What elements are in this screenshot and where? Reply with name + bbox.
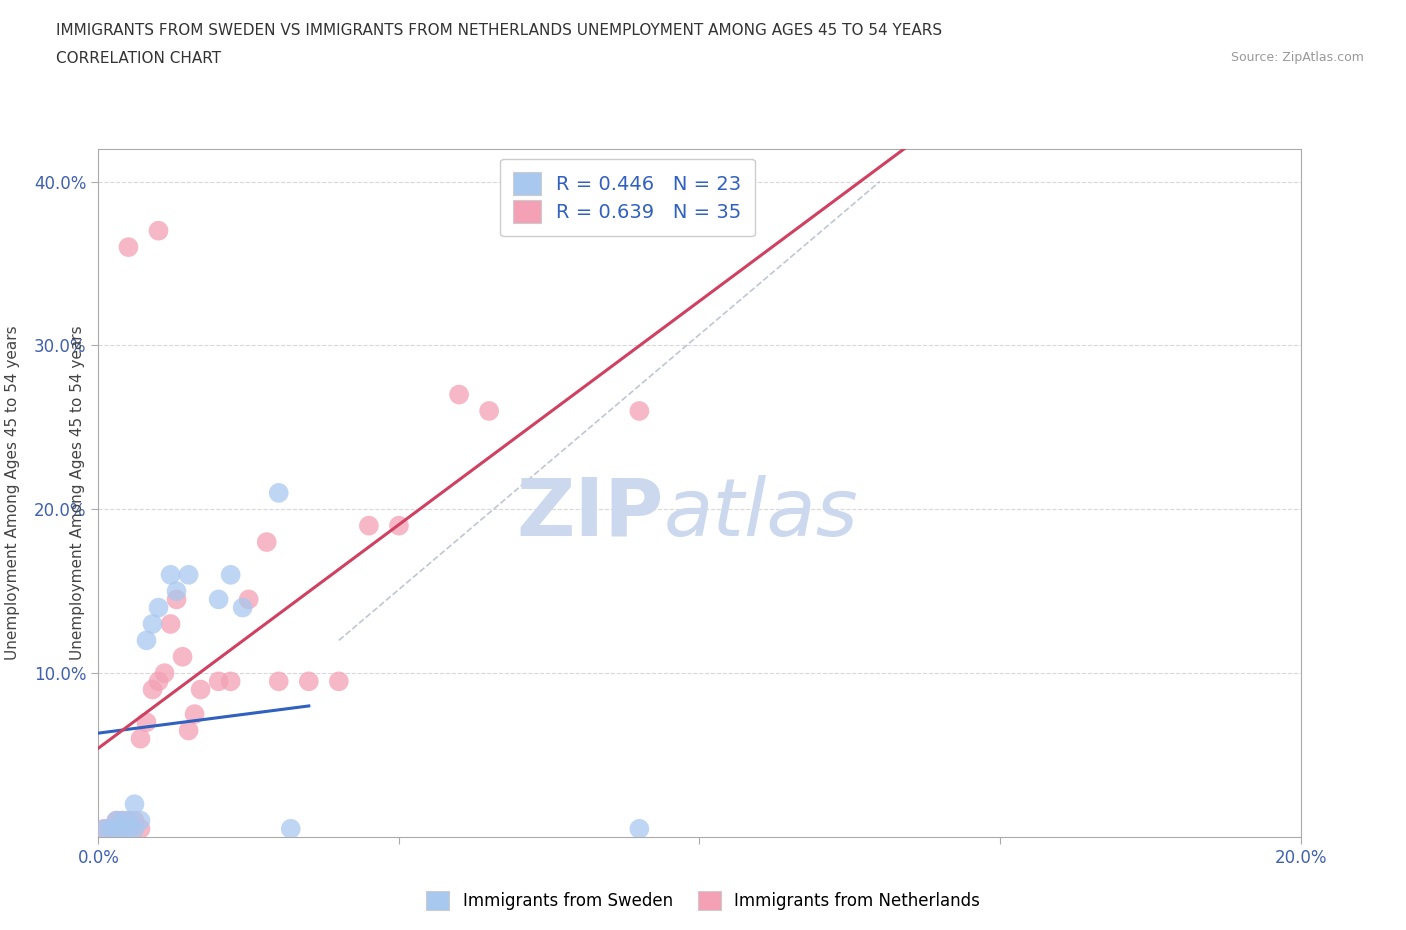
Point [172, 649, 194, 664]
Text: IMMIGRANTS FROM SWEDEN VS IMMIGRANTS FROM NETHERLANDS UNEMPLOYMENT AMONG AGES 45: IMMIGRANTS FROM SWEDEN VS IMMIGRANTS FRO… [56, 23, 942, 38]
Point [628, 404, 651, 418]
Point [111, 813, 134, 828]
Point [478, 404, 501, 418]
Point [177, 567, 200, 582]
Point [124, 821, 146, 836]
Point [148, 600, 170, 615]
Y-axis label: Unemployment Among Ages 45 to 54 years: Unemployment Among Ages 45 to 54 years [69, 326, 84, 660]
Point [177, 723, 200, 737]
Point [148, 223, 170, 238]
Point [117, 813, 139, 828]
Point [100, 821, 122, 836]
Text: Source: ZipAtlas.com: Source: ZipAtlas.com [1230, 51, 1364, 64]
Point [105, 813, 128, 828]
Point [105, 821, 128, 836]
Point [298, 674, 321, 689]
Point [267, 485, 290, 500]
Y-axis label: Unemployment Among Ages 45 to 54 years: Unemployment Among Ages 45 to 54 years [6, 326, 20, 660]
Point [124, 813, 146, 828]
Point [232, 600, 254, 615]
Point [105, 813, 128, 828]
Point [135, 715, 157, 730]
Point [129, 821, 152, 836]
Point [208, 592, 231, 607]
Point [357, 518, 380, 533]
Point [267, 674, 290, 689]
Point [166, 592, 188, 607]
Point [208, 674, 231, 689]
Legend: R = 0.446   N = 23, R = 0.639   N = 35: R = 0.446 N = 23, R = 0.639 N = 35 [499, 158, 755, 236]
Point [105, 821, 128, 836]
Point [111, 813, 134, 828]
Point [93, 821, 115, 836]
Point [117, 821, 139, 836]
Point [111, 821, 134, 836]
Point [100, 821, 122, 836]
Text: CORRELATION CHART: CORRELATION CHART [56, 51, 221, 66]
Text: ZIP: ZIP [516, 474, 664, 552]
Text: atlas: atlas [664, 474, 858, 552]
Legend: Immigrants from Sweden, Immigrants from Netherlands: Immigrants from Sweden, Immigrants from … [419, 884, 987, 917]
Point [447, 387, 470, 402]
Point [117, 813, 139, 828]
Point [388, 518, 411, 533]
Point [124, 797, 146, 812]
Point [129, 731, 152, 746]
Point [117, 821, 139, 836]
Point [256, 535, 278, 550]
Point [280, 821, 302, 836]
Point [628, 821, 651, 836]
Point [93, 821, 115, 836]
Point [141, 617, 163, 631]
Point [159, 567, 181, 582]
Point [111, 821, 134, 836]
Point [153, 666, 176, 681]
Point [141, 682, 163, 697]
Point [129, 813, 152, 828]
Point [117, 240, 139, 255]
Point [148, 674, 170, 689]
Point [219, 567, 242, 582]
Point [238, 592, 260, 607]
Point [166, 584, 188, 599]
Point [328, 674, 350, 689]
Point [135, 633, 157, 648]
Point [159, 617, 181, 631]
Point [190, 682, 212, 697]
Point [219, 674, 242, 689]
Point [183, 707, 205, 722]
